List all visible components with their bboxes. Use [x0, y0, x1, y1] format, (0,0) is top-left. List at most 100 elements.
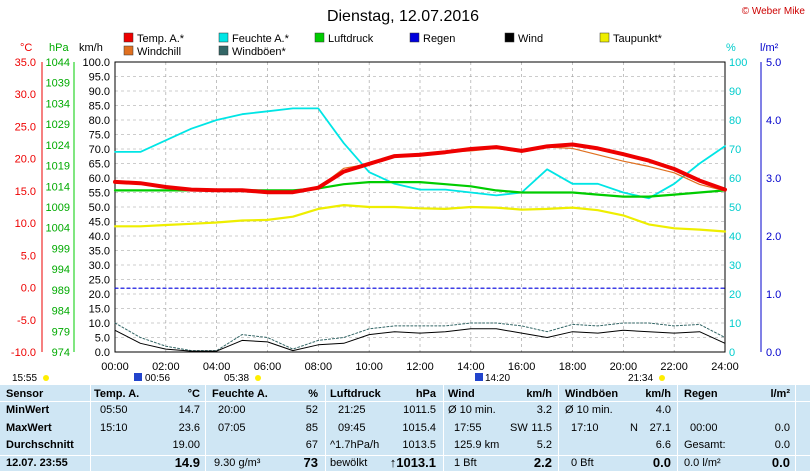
rain-today: 0.0 l/m²: [684, 457, 721, 469]
pct-tick-5: 50: [729, 202, 741, 214]
rain-tick-2: 3.0: [766, 173, 781, 185]
pct-tick-0: 100: [729, 57, 747, 69]
row-labels: Sensor MinWert MaxWert Durchschnitt 12.0…: [6, 385, 90, 471]
hpa-tick-3: 1029: [46, 119, 70, 131]
gust-avg-value: 6.6: [655, 439, 671, 451]
gust-column: Windböen km/h Ø 10 min. 4.0 17:10 N 27.1…: [565, 385, 671, 471]
legend-swatch-7: [218, 45, 229, 56]
rain-max-time: 00:00: [690, 422, 718, 434]
temp-min-value: 14.7: [178, 404, 200, 416]
gust-current-value: 0.0: [652, 455, 671, 470]
gust-max-value: 27.1: [649, 422, 671, 434]
wind-unit-cell: km/h: [526, 388, 552, 400]
wind-head: Wind: [448, 388, 475, 400]
sun-icon: [43, 375, 49, 381]
pct-tick-6: 40: [729, 231, 741, 243]
wind-column: Wind km/h Ø 10 min. 3.2 17:55 SW 11.5 12…: [448, 385, 552, 471]
rain-tick-4: 1.0: [766, 289, 781, 301]
series-line-taupunkt: [113, 204, 727, 233]
temp-unit-cell: °C: [187, 388, 200, 400]
kmh-tick-15: 25.0: [89, 275, 110, 287]
temp-column: Temp. A. °C 05:50 14.7 15:10 23.6 19.00 …: [94, 385, 200, 471]
hpa-tick-4: 1024: [46, 140, 70, 152]
pct-unit: %: [726, 42, 736, 54]
press-unit-cell: hPa: [415, 388, 436, 400]
x-tick-7: 14:00: [457, 361, 485, 373]
rain-head: Regen: [684, 388, 718, 400]
temp-current-value: 14.9: [174, 455, 200, 470]
kmh-tick-16: 20.0: [89, 289, 110, 301]
wind-current-value: 2.2: [533, 455, 552, 470]
legend-label-6: Windchill: [137, 46, 181, 58]
sun-markers: 15:55 00:56 05:38 14:20 21:34: [12, 373, 665, 384]
kmh-tick-3: 85.0: [89, 101, 110, 113]
press-min-value: 1011.5: [403, 404, 436, 416]
rain-tick-0: 5.0: [766, 57, 781, 69]
hum-abs-value: 9.30 g/m³: [214, 457, 261, 469]
kmh-tick-12: 40.0: [89, 231, 110, 243]
weather-chart: Dienstag, 12.07.2016 © Weber Mike Temp. …: [11, 6, 806, 384]
x-tick-8: 16:00: [508, 361, 536, 373]
x-axis: 00:00 02:00 04:00 06:00 08:00 10:00 12:00 14:00…: [101, 361, 739, 373]
kmh-tick-8: 60.0: [89, 173, 110, 185]
series-layer: [113, 107, 727, 352]
x-tick-1: 02:00: [152, 361, 180, 373]
legend-label-1: Feuchte A.*: [232, 33, 290, 45]
credit-label: © Weber Mike: [742, 6, 806, 17]
x-tick-3: 06:00: [254, 361, 282, 373]
legend-label-4: Wind: [518, 33, 543, 45]
hpa-tick-1: 1039: [46, 78, 70, 90]
temp-tick-9: -10.0: [11, 347, 36, 359]
x-tick-10: 20:00: [610, 361, 638, 373]
pct-tick-2: 80: [729, 115, 741, 127]
kmh-tick-4: 80.0: [89, 115, 110, 127]
pct-tick-3: 70: [729, 144, 741, 156]
kmh-tick-17: 15.0: [89, 304, 110, 316]
grid: [115, 62, 725, 352]
hum-avg-value: 67: [305, 439, 318, 451]
label-sensor: Sensor: [6, 388, 44, 400]
rain-total-label: Gesamt:: [684, 439, 726, 451]
stats-table: Sensor MinWert MaxWert Durchschnitt 12.0…: [0, 385, 810, 471]
wind-max-icon: [475, 373, 483, 381]
temp-min-time: 05:50: [100, 404, 128, 416]
axis-units: °C hPa km/h % l/m²: [20, 42, 779, 54]
temp-tick-6: 5.0: [21, 250, 36, 262]
kmh-tick-7: 65.0: [89, 159, 110, 171]
wind-min-value: 3.2: [536, 404, 552, 416]
legend-swatch-5: [599, 32, 610, 43]
hum-max-value: 85: [305, 422, 318, 434]
temp-tick-4: 15.0: [15, 186, 36, 198]
press-max-time: 09:45: [338, 422, 366, 434]
temp-avg-value: 19.00: [172, 439, 200, 451]
plot-frame: [114, 61, 726, 353]
hpa-unit: hPa: [49, 42, 69, 54]
press-avg-value: 1013.5: [402, 439, 436, 451]
kmh-tick-0: 100.0: [82, 57, 110, 69]
kmh-tick-14: 30.0: [89, 260, 110, 272]
x-tick-5: 10:00: [355, 361, 383, 373]
pct-tick-9: 10: [729, 318, 741, 330]
pressure-column: Luftdruck hPa 21:25 1011.5 09:45 1015.4 …: [330, 385, 436, 471]
hum-max-time: 07:05: [218, 422, 246, 434]
wind-bft: 1 Bft: [454, 457, 477, 469]
gust-unit-cell: km/h: [645, 388, 671, 400]
pct-tick-8: 20: [729, 289, 741, 301]
hpa-tick-5: 1019: [46, 161, 70, 173]
press-min-time: 21:25: [338, 404, 366, 416]
kmh-tick-6: 70.0: [89, 144, 110, 156]
left-time-label: 15:55: [12, 373, 37, 384]
wind-min-label: Ø 10 min.: [448, 404, 496, 416]
rain-total-value: 0.0: [774, 439, 790, 451]
temp-head: Temp. A.: [94, 388, 140, 400]
hum-unit-cell: %: [308, 388, 318, 400]
label-max: MaxWert: [6, 422, 52, 434]
press-forecast: bewölkt: [330, 457, 368, 469]
kmh-tick-18: 10.0: [89, 318, 110, 330]
hpa-tick-7: 1009: [46, 202, 70, 214]
kmh-tick-9: 55.0: [89, 188, 110, 200]
hum-current-value: 73: [303, 455, 318, 470]
x-tick-11: 22:00: [660, 361, 688, 373]
gust-bft: 0 Bft: [571, 457, 594, 469]
legend-swatch-2: [314, 32, 325, 43]
